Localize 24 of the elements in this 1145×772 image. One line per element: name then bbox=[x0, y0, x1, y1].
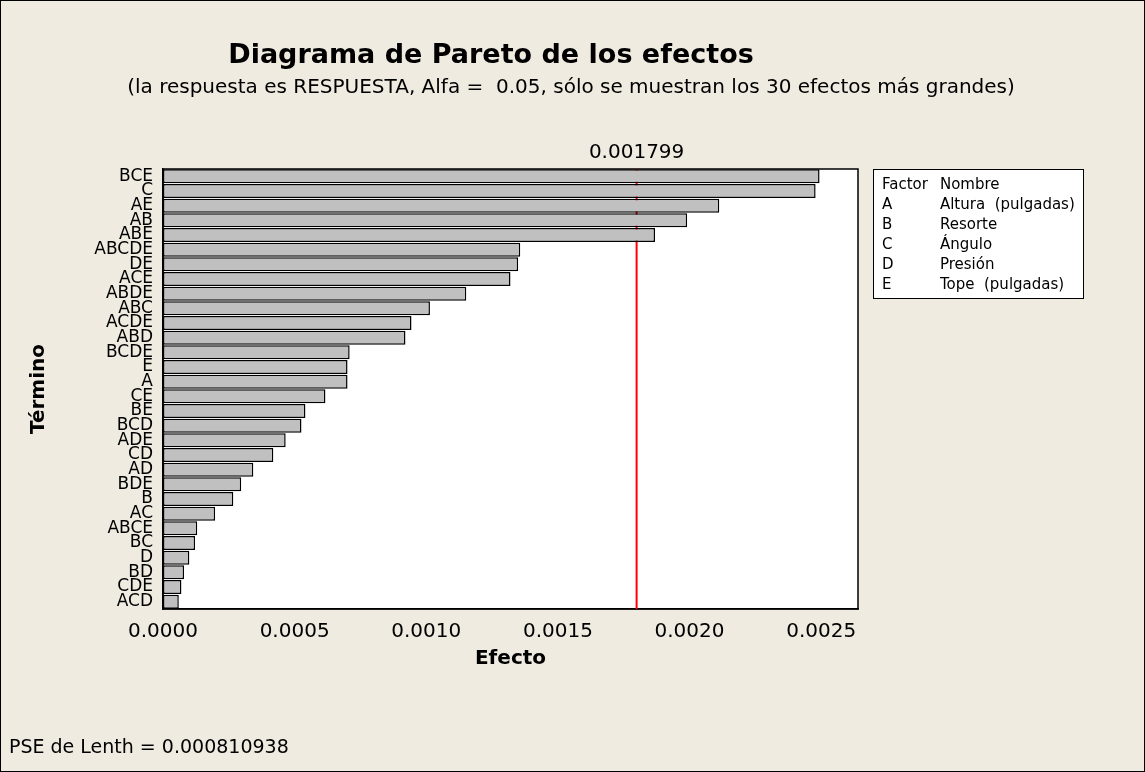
text: Altura (pulgadas) bbox=[939, 194, 1075, 214]
text: Ángulo bbox=[939, 234, 994, 254]
x-tick-label: 0.0005 bbox=[259, 618, 330, 643]
x-tick-label: 0.0010 bbox=[391, 618, 462, 643]
x-tick-label: 0.0025 bbox=[786, 618, 857, 643]
text: D bbox=[882, 254, 895, 274]
x-tick-label: 0.0000 bbox=[128, 618, 198, 643]
text: Nombre bbox=[939, 174, 1001, 194]
text: Resorte bbox=[939, 214, 999, 234]
text: Presión bbox=[939, 254, 996, 274]
x-tick-label: 0.0015 bbox=[522, 618, 593, 643]
text: Factor bbox=[882, 174, 929, 194]
text: Tope (pulgadas) bbox=[939, 274, 1066, 294]
x-tick-label: 0.0020 bbox=[654, 618, 725, 643]
text: C bbox=[882, 234, 894, 254]
text: B bbox=[882, 214, 894, 234]
ref-line-label: 0.001799 bbox=[588, 139, 685, 164]
text: A bbox=[882, 194, 894, 214]
text: PSE de Lenth = 0.000810938 bbox=[9, 735, 289, 757]
chart-subtitle: (la respuesta es RESPUESTA, Alfa = 0.05, sólo se muestran los 30 efectos más grandes) bbox=[127, 74, 1015, 98]
x-axis-title: Efecto bbox=[474, 645, 547, 670]
chart-title: Diagrama de Pareto de los efectos bbox=[228, 38, 754, 69]
y-axis-title: Término bbox=[25, 343, 50, 435]
text: E bbox=[882, 274, 893, 294]
